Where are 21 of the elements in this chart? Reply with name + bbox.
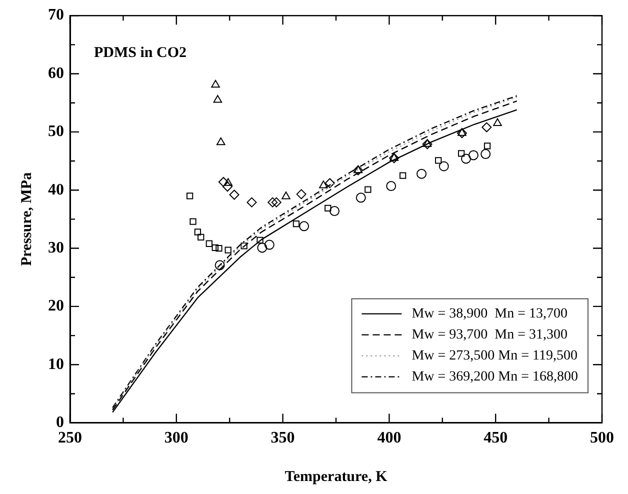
x-tick-label: 400 bbox=[377, 430, 402, 447]
y-axis-title: Pressure, MPa bbox=[18, 172, 35, 266]
x-tick-label: 500 bbox=[590, 430, 614, 447]
legend-label: Mw = 369,200 Mn = 168,800 bbox=[412, 369, 578, 384]
x-tick-label: 350 bbox=[270, 430, 295, 447]
x-axis-title: Temperature, K bbox=[284, 468, 388, 485]
x-tick-label: 450 bbox=[484, 430, 508, 447]
y-tick-label: 50 bbox=[48, 123, 64, 140]
y-tick-label: 70 bbox=[48, 6, 64, 24]
annotation: PDMS in CO2 bbox=[94, 44, 187, 61]
legend-label: Mw = 93,700 Mn = 31,300 bbox=[412, 327, 568, 342]
y-tick-label: 0 bbox=[56, 414, 64, 431]
y-tick-label: 60 bbox=[48, 64, 64, 82]
y-tick-label: 30 bbox=[48, 239, 64, 256]
y-tick-label: 40 bbox=[48, 181, 64, 198]
legend-label: Mw = 273,500 Mn = 119,500 bbox=[412, 348, 578, 364]
x-tick-label: 300 bbox=[164, 430, 188, 447]
x-tick-label: 250 bbox=[58, 430, 82, 447]
legend-label: Mw = 38,900 Mn = 13,700 bbox=[412, 306, 568, 322]
y-tick-label: 10 bbox=[48, 356, 64, 373]
y-tick-label: 20 bbox=[48, 298, 64, 315]
